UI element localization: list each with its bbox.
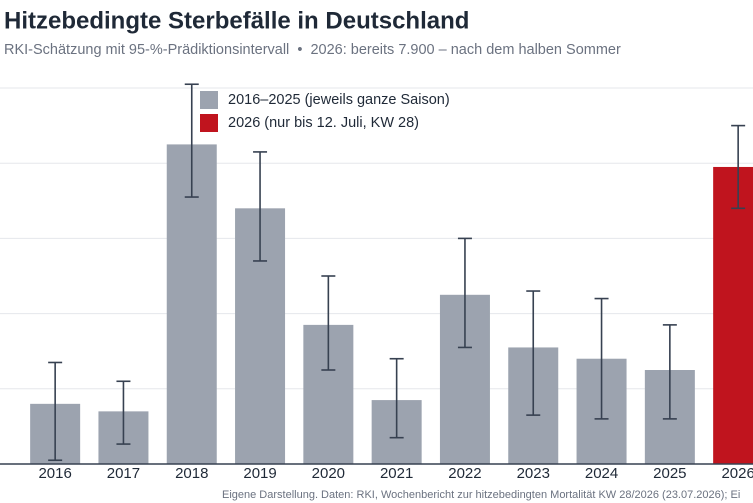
x-tick-label: 2022 xyxy=(448,465,481,482)
legend-label: 2026 (nur bis 12. Juli, KW 28) xyxy=(228,115,419,131)
legend-swatch xyxy=(200,114,218,132)
chart-title: Hitzebedingte Sterbefälle in Deutschland xyxy=(4,7,469,34)
source-note: Eigene Darstellung. Daten: RKI, Wochenbe… xyxy=(222,489,740,501)
x-tick-label: 2023 xyxy=(517,465,550,482)
x-tick-label: 2026 xyxy=(721,465,753,482)
bar xyxy=(713,166,753,464)
x-tick-label: 2016 xyxy=(38,465,71,482)
legend-swatch xyxy=(200,91,218,109)
x-tick-label: 2024 xyxy=(585,465,618,482)
x-tick-label: 2021 xyxy=(380,465,413,482)
x-tick-label: 2019 xyxy=(243,465,276,482)
x-tick-label: 2018 xyxy=(175,465,208,482)
x-tick-label: 2020 xyxy=(312,465,345,482)
chart-subtitle: RKI-Schätzung mit 95-%-Prädiktionsinterv… xyxy=(4,42,621,58)
x-tick-label: 2025 xyxy=(653,465,686,482)
legend-label: 2016–2025 (jeweils ganze Saison) xyxy=(228,92,450,108)
x-tick-label: 2017 xyxy=(107,465,140,482)
